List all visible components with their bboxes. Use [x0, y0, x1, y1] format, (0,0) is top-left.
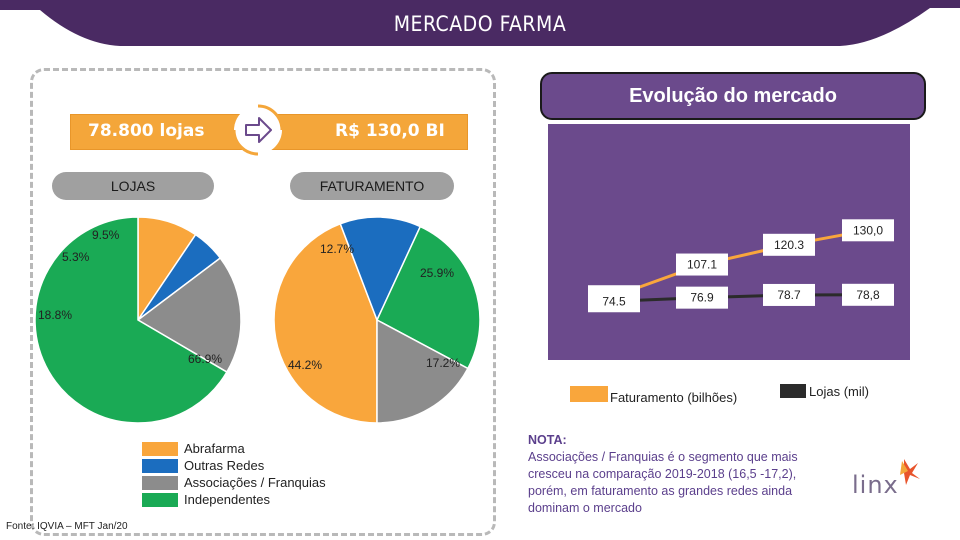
- brand-name: linx: [852, 471, 899, 499]
- legend-item: Associações / Franquias: [142, 474, 326, 491]
- source-note: Fonte: IQVIA – MFT Jan/20: [6, 521, 128, 532]
- legend-label: Abrafarma: [184, 441, 245, 456]
- legend-item: Outras Redes: [142, 457, 326, 474]
- pie-label-lojas-associacoes: 18.8%: [38, 308, 73, 322]
- legend-item: Abrafarma: [142, 440, 326, 457]
- pie-label-lojas-abrafarma: 9.5%: [92, 228, 120, 242]
- faturamento-pie-chart: [273, 216, 481, 424]
- data-label-box: [763, 283, 815, 306]
- data-label: 120.3: [774, 238, 804, 252]
- arrow-right-icon: [232, 104, 284, 156]
- lojas-pie-chart: [34, 216, 242, 424]
- market-share-panel: [30, 68, 496, 536]
- lojas-slice-independentes: [34, 216, 228, 424]
- data-label: 130,0: [853, 223, 883, 237]
- legend-label: Outras Redes: [184, 458, 265, 473]
- data-label-box: [588, 290, 640, 313]
- legend-swatch: [142, 492, 178, 507]
- pie-label-lojas-independentes: 66.9%: [188, 352, 223, 366]
- stores-count-label: 78.800 lojas: [88, 121, 205, 141]
- linx-logo: [900, 459, 920, 485]
- evolution-title: Evolução do mercado: [540, 72, 926, 120]
- market-evolution-chart: 85.9107.1120.3130,074.576.978.778,820162…: [588, 219, 894, 373]
- segment-legend: Abrafarma Outras Redes Associações / Fra…: [142, 440, 326, 508]
- pie-label-lojas-outras: 5.3%: [62, 250, 90, 264]
- legend-item: Independentes: [142, 491, 326, 508]
- legend-label: Associações / Franquias: [184, 475, 326, 490]
- lojas-slice-associa-es-franquias: [136, 256, 242, 374]
- pie-label-fat-abrafarma: 44.2%: [288, 358, 323, 372]
- fat-slice-outras-redes: [339, 216, 422, 322]
- data-label: 74.5: [602, 294, 626, 308]
- note-title: NOTA:: [528, 433, 567, 447]
- legend-swatch: [142, 475, 178, 490]
- x-tick-label: 2018: [776, 359, 803, 373]
- pie-label-fat-associacoes: 17.2%: [426, 356, 461, 370]
- data-label: 78,8: [856, 288, 880, 302]
- data-label-box: [676, 286, 728, 309]
- data-label: 107.1: [687, 258, 717, 272]
- pie-charts: [34, 216, 481, 424]
- market-evolution-chart-bg: [548, 124, 910, 360]
- faturamento-pill: FATURAMENTO: [290, 172, 454, 200]
- data-label: 76.9: [690, 291, 714, 305]
- fat-slice-associa-es-franquias: [376, 318, 469, 424]
- header-bar: [0, 0, 960, 46]
- page-title: MERCADO FARMA: [393, 12, 567, 36]
- legend-swatch: [142, 441, 178, 456]
- pie-label-fat-independentes: 25.9%: [420, 266, 455, 280]
- pie-label-fat-outras: 12.7%: [320, 242, 355, 256]
- series-line-lojas: [613, 293, 869, 303]
- data-label-box: [763, 233, 815, 256]
- legend-label-lojas: Lojas (mil): [809, 384, 869, 399]
- legend-label: Independentes: [184, 492, 271, 507]
- revenue-label: R$ 130,0 BI: [335, 121, 445, 141]
- legend-swatch-faturamento: [570, 386, 608, 402]
- data-label-box: [842, 283, 894, 306]
- data-label-box: [842, 219, 894, 242]
- legend-label-faturamento: Faturamento (bilhões): [610, 390, 738, 405]
- x-tick-label: 2019: [855, 359, 882, 373]
- note-text: Associações / Franquias é o segmento que…: [528, 450, 798, 515]
- data-label: 78.7: [777, 288, 801, 302]
- x-tick-label: 2017: [689, 359, 716, 373]
- series-line-faturamento: [613, 228, 869, 298]
- legend-swatch: [142, 458, 178, 473]
- legend-swatch-lojas: [780, 384, 806, 398]
- fat-slice-abrafarma: [273, 222, 378, 424]
- data-label-box: [676, 253, 728, 276]
- x-tick-label: 2016: [601, 359, 628, 373]
- note-block: NOTA: Associações / Franquias é o segmen…: [528, 432, 838, 517]
- lojas-pill: LOJAS: [52, 172, 214, 200]
